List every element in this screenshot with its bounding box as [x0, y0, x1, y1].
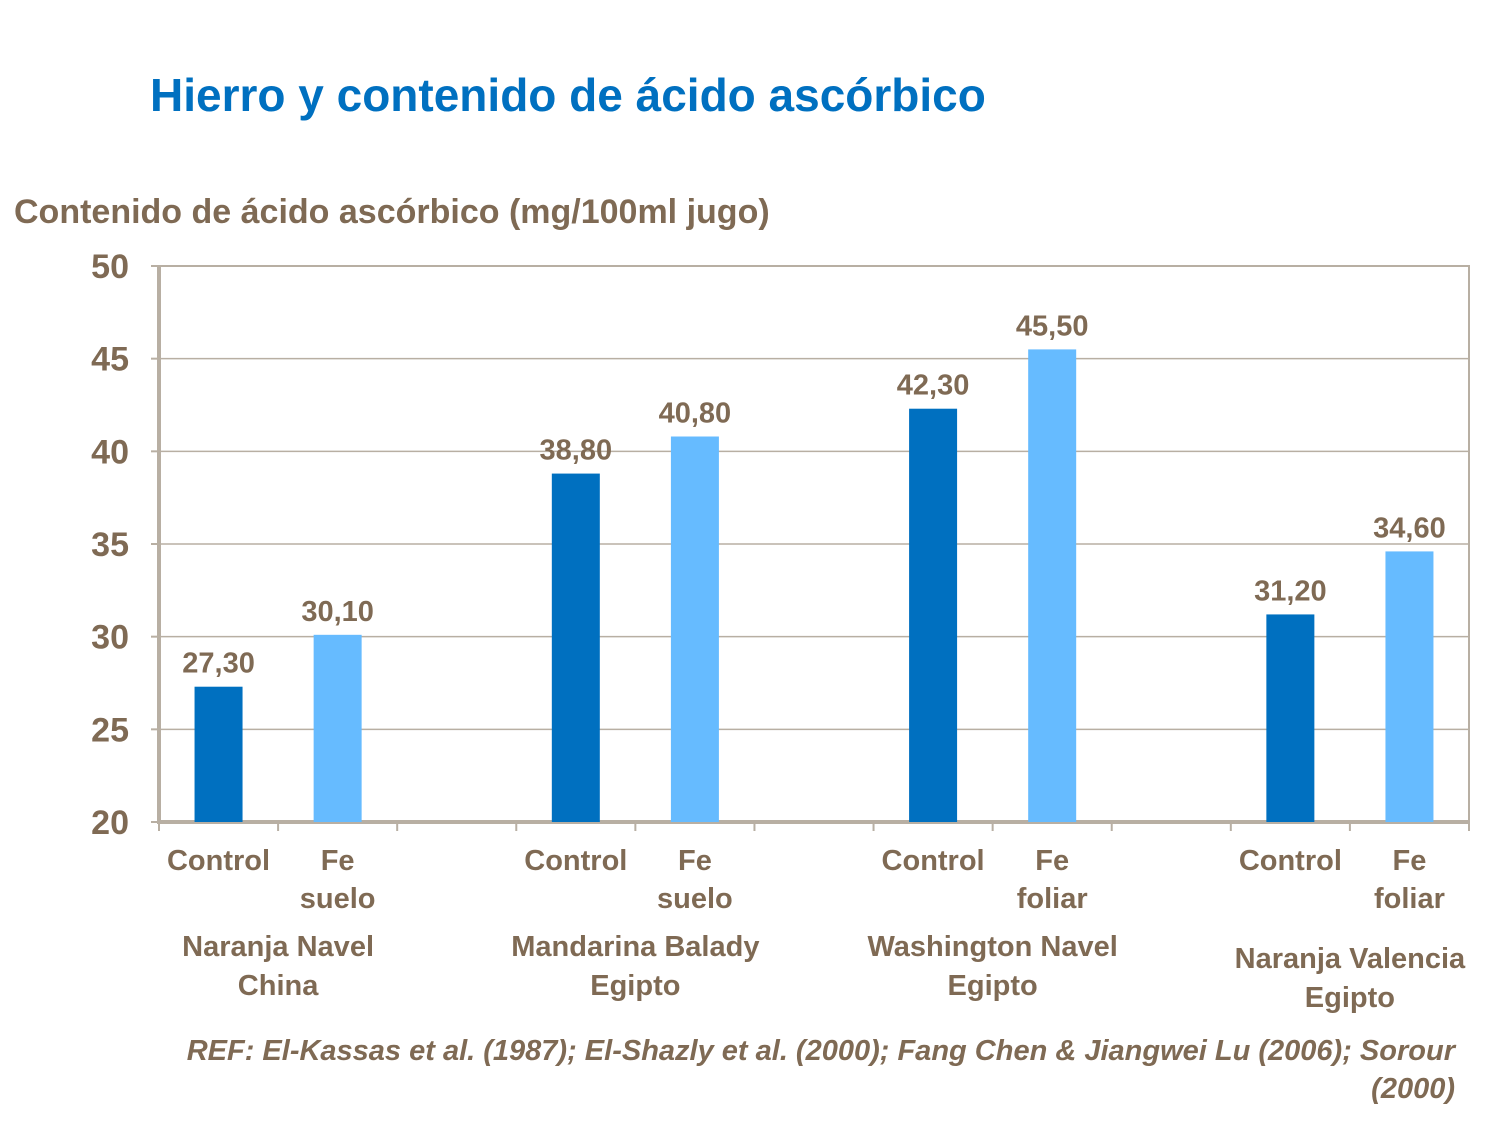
category-label: suelo: [657, 883, 733, 915]
data-label: 45,50: [1016, 310, 1089, 342]
data-label: 27,30: [182, 648, 255, 680]
group-label: China: [238, 970, 319, 1002]
data-label: 38,80: [540, 435, 613, 467]
data-label: 42,30: [897, 370, 970, 402]
bar: [1266, 614, 1315, 822]
category-label: Fe: [321, 845, 355, 877]
category-label: Fe: [1393, 845, 1427, 877]
y-tick-label: 25: [91, 711, 129, 749]
chart-title: Hierro y contenido de ácido ascórbico: [150, 69, 986, 121]
group-label: Mandarina Balady: [511, 931, 759, 963]
category-label: Fe: [678, 845, 712, 877]
group-label: Washington Navel: [867, 931, 1117, 963]
category-label: Control: [1239, 845, 1342, 877]
group-label: Egipto: [590, 970, 680, 1002]
category-label: suelo: [300, 883, 376, 915]
category-label: Fe: [1035, 845, 1069, 877]
group-label: Naranja Valencia: [1235, 943, 1466, 975]
y-tick-label: 30: [91, 619, 129, 657]
bar: [909, 408, 958, 822]
group-label: Egipto: [1305, 982, 1395, 1014]
data-label: 34,60: [1373, 512, 1446, 544]
bar: [194, 686, 243, 822]
group-label: Naranja Navel: [182, 931, 374, 963]
group-label: Egipto: [948, 970, 1038, 1002]
y-tick-label: 50: [91, 248, 129, 286]
category-label: foliar: [1374, 883, 1445, 915]
data-label: 30,10: [301, 596, 374, 628]
y-tick-label: 45: [91, 341, 129, 379]
y-tick-label: 20: [91, 804, 129, 842]
y-tick-label: 35: [91, 526, 129, 564]
reference-note: REF: El-Kassas et al. (1987); El-Shazly …: [186, 1035, 1455, 1105]
y-tick-label: 40: [91, 433, 129, 471]
bar: [313, 634, 362, 822]
bar: [670, 436, 719, 822]
bar: [1028, 349, 1077, 822]
category-label: Control: [167, 845, 270, 877]
data-label: 31,20: [1254, 575, 1327, 607]
y-axis-label: Contenido de ácido ascórbico (mg/100ml j…: [14, 193, 770, 231]
category-label: Control: [882, 845, 985, 877]
data-label: 40,80: [659, 398, 732, 430]
category-label: Control: [524, 845, 627, 877]
bar: [1385, 551, 1434, 822]
category-label: foliar: [1017, 883, 1088, 915]
bar: [551, 473, 600, 822]
